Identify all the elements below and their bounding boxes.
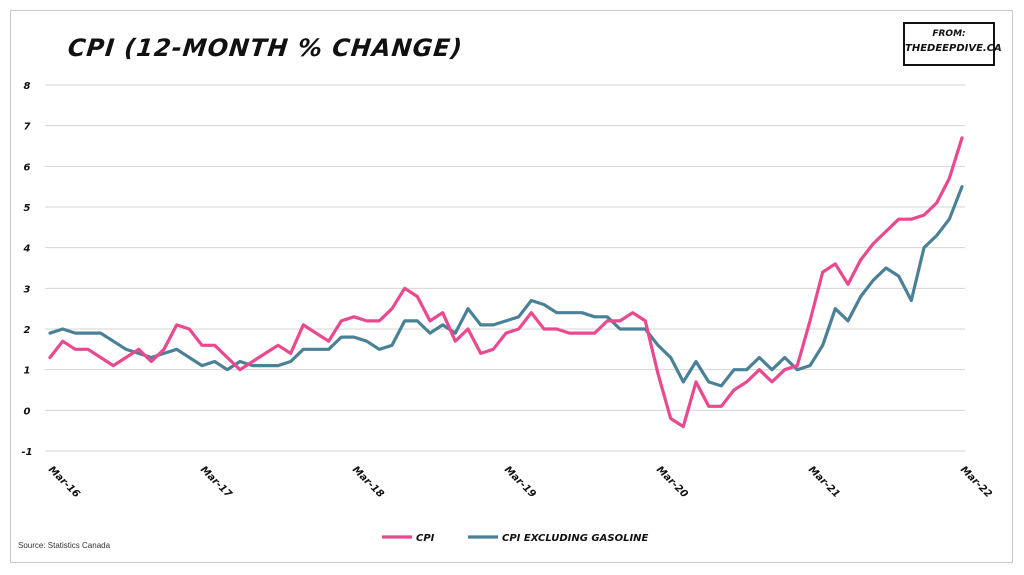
series-lines [48,136,964,429]
y-tick-label: -1 [21,447,32,458]
x-tick-label: Mar-18 [350,464,386,500]
y-tick-label: 5 [24,203,31,214]
y-tick-label: 7 [24,122,31,133]
source-footnote: Source: Statistics Canada [18,541,111,550]
x-tick-label: Mar-21 [806,464,842,500]
x-tick-label: Mar-22 [958,464,994,500]
chart-frame [10,10,1013,563]
grid-lines [45,84,965,452]
source-badge: FROM: THEDEEPDIVE.CA [903,22,1002,66]
y-tick-label: 6 [24,162,31,173]
y-tick-label: 2 [24,325,31,336]
x-tick-label: Mar-16 [46,464,82,500]
source-badge-from: FROM: [932,29,966,39]
x-tick-label: Mar-17 [198,464,234,500]
cpi-line [48,136,964,429]
y-axis-ticks: -1 0 1 2 3 4 5 6 7 8 [21,81,32,458]
y-tick-label: 4 [23,244,31,255]
y-tick-label: 1 [24,366,31,377]
y-tick-label: 0 [24,406,31,417]
x-axis-ticks: Mar-16 Mar-17 Mar-18 Mar-19 Mar-20 Mar-21 Mar-… [46,464,994,500]
cpi-excluding-gasoline-line [48,185,964,388]
y-tick-label: 8 [24,81,31,92]
legend: CPI CPI EXCLUDING GASOLINE [382,533,649,544]
y-tick-label: 3 [24,284,31,295]
legend-cpi-excluding-gasoline-label: CPI EXCLUDING GASOLINE [502,533,649,544]
x-tick-label: Mar-19 [502,464,538,500]
x-tick-label: Mar-20 [654,464,690,500]
source-badge-site: THEDEEPDIVE.CA [905,43,1002,54]
legend-cpi-label: CPI [416,533,435,544]
